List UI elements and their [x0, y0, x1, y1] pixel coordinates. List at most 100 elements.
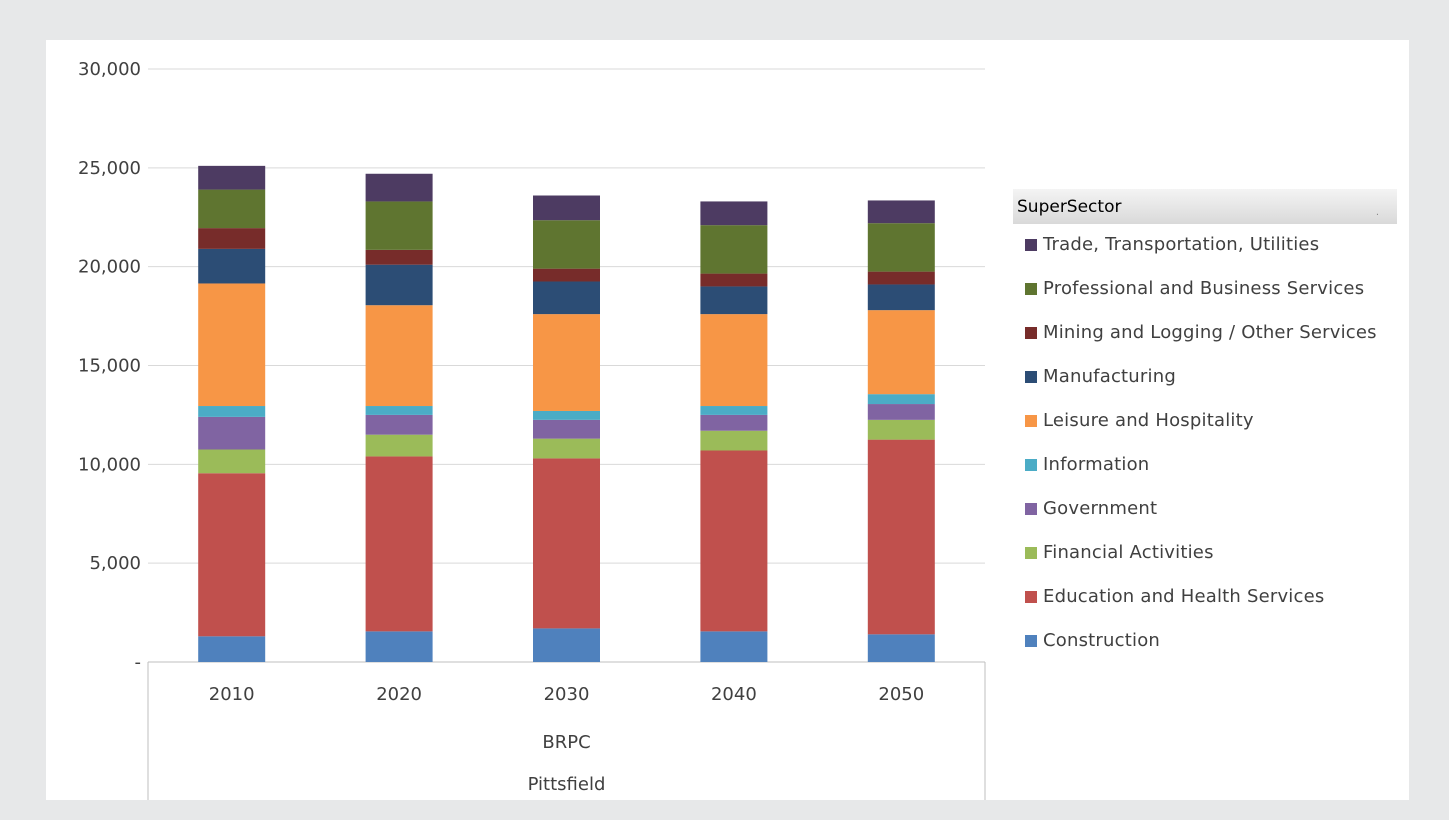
legend-item[interactable]: Construction [1025, 623, 1405, 667]
legend-swatch [1025, 415, 1037, 427]
bar-segment [198, 416, 266, 450]
bar-segment [365, 406, 433, 415]
bar-segment [867, 404, 935, 420]
y-tick-label: 5,000 [89, 553, 141, 574]
legend-item[interactable]: Manufacturing [1025, 359, 1405, 403]
bar-segment [867, 394, 935, 405]
bar-segment [198, 248, 266, 284]
legend-label: Government [1043, 498, 1158, 519]
bar-segment [198, 165, 266, 190]
bar-segment [867, 223, 935, 272]
bar-segment [533, 438, 600, 459]
bar-segment [198, 449, 266, 474]
x-tick-label: 2020 [376, 684, 422, 705]
bar-segment [700, 450, 768, 632]
legend-label: Professional and Business Services [1043, 278, 1365, 299]
legend-label: Trade, Transportation, Utilities [1043, 234, 1320, 255]
legend-field-header[interactable]: SuperSector · [1013, 189, 1397, 224]
y-tick-label: 20,000 [78, 257, 141, 278]
legend-label: Construction [1043, 630, 1161, 651]
bar-segment [365, 201, 433, 250]
bar-segment [533, 419, 600, 439]
bar-segment [533, 220, 600, 269]
legend-swatch [1025, 547, 1037, 559]
bar-segment [867, 310, 935, 395]
legend-title: SuperSector [1017, 197, 1122, 217]
bar-segment [700, 225, 768, 274]
bar-segment [700, 430, 768, 451]
bar-segment [533, 195, 600, 221]
legend-swatch [1025, 283, 1037, 295]
bar-segment [533, 268, 600, 282]
bar-segment [700, 631, 768, 662]
y-tick-label: - [135, 652, 142, 673]
field-menu-icon[interactable]: · [1375, 210, 1379, 221]
bar-segment [533, 628, 600, 662]
bar-segment [533, 314, 600, 411]
x-tick-label: 2040 [711, 684, 757, 705]
legend-swatch [1025, 459, 1037, 471]
bar-segment [198, 636, 266, 662]
x-tick-label: 2010 [209, 684, 255, 705]
bar-segment [533, 281, 600, 315]
legend-item[interactable]: Education and Health Services [1025, 579, 1405, 623]
legend-item[interactable]: Financial Activities [1025, 535, 1405, 579]
bar-segment [700, 414, 768, 431]
legend-label: Mining and Logging / Other Services [1043, 322, 1377, 343]
bar-segment [700, 286, 768, 315]
legend-swatch [1025, 635, 1037, 647]
legend: Trade, Transportation, Utilities Professi… [1025, 227, 1405, 667]
legend-label: Manufacturing [1043, 366, 1176, 387]
bar-segment [365, 631, 433, 662]
bar-segment [700, 273, 768, 287]
y-tick-label: 10,000 [78, 454, 141, 475]
bar-segment [198, 228, 266, 249]
legend-swatch [1025, 503, 1037, 515]
legend-item[interactable]: Trade, Transportation, Utilities [1025, 227, 1405, 271]
bar-segment [365, 249, 433, 265]
bar-segment [700, 314, 768, 407]
bar-segment [533, 458, 600, 629]
bar-segment [867, 200, 935, 224]
y-tick-label: 25,000 [78, 158, 141, 179]
legend-swatch [1025, 371, 1037, 383]
bar-segment [700, 406, 768, 415]
legend-label: Information [1043, 454, 1150, 475]
bar-segment [365, 434, 433, 457]
bar-segment [365, 305, 433, 407]
legend-swatch [1025, 591, 1037, 603]
legend-swatch [1025, 327, 1037, 339]
x-group-label: Pittsfield [528, 774, 606, 795]
bar-segment [867, 271, 935, 285]
y-tick-label: 15,000 [78, 356, 141, 377]
legend-label: Leisure and Hospitality [1043, 410, 1254, 431]
bar-segment [198, 473, 266, 637]
bar-segment [198, 406, 266, 417]
legend-item[interactable]: Professional and Business Services [1025, 271, 1405, 315]
x-tick-label: 2050 [878, 684, 924, 705]
bar-segment [365, 414, 433, 435]
stacked-bar-chart: - 5,000 10,000 15,000 20,000 25,000 30,000 2010… [78, 59, 986, 800]
bar-segment [700, 201, 768, 226]
bar-segment [867, 419, 935, 440]
chart-panel: - 5,000 10,000 15,000 20,000 25,000 30,000 2010… [46, 40, 1409, 800]
bar-segment [867, 284, 935, 311]
legend-label: Financial Activities [1043, 542, 1214, 563]
legend-item[interactable]: Government [1025, 491, 1405, 535]
bar-segment [365, 173, 433, 202]
legend-label: Education and Health Services [1043, 586, 1325, 607]
bar-segment [867, 634, 935, 662]
legend-item[interactable]: Information [1025, 447, 1405, 491]
bar-segment [365, 264, 433, 306]
bar-segment [365, 456, 433, 632]
legend-swatch [1025, 239, 1037, 251]
bar-segment [198, 283, 266, 407]
legend-item[interactable]: Mining and Logging / Other Services [1025, 315, 1405, 359]
legend-item[interactable]: Leisure and Hospitality [1025, 403, 1405, 447]
y-tick-label: 30,000 [78, 59, 141, 80]
bar-segment [867, 439, 935, 635]
x-tick-label: 2030 [544, 684, 590, 705]
bar-segment [533, 410, 600, 420]
bar-segment [198, 189, 266, 229]
x-group-label: BRPC [542, 732, 590, 753]
